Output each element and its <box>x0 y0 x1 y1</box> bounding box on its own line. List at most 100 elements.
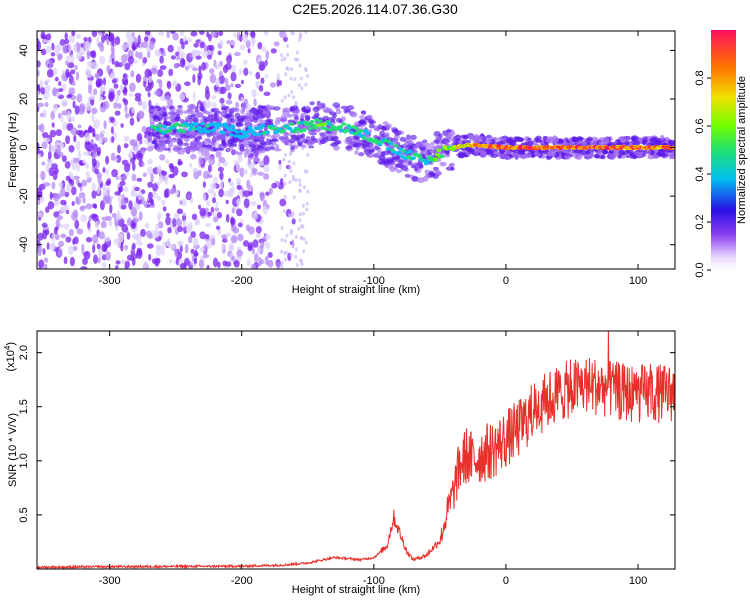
spectrogram-cell <box>117 103 122 109</box>
spectrogram-cell <box>298 218 302 223</box>
spectrogram-cell <box>87 126 94 133</box>
colorbar-label: Normalized spectral amplitude <box>736 76 748 224</box>
spectrogram-cell <box>489 149 494 156</box>
spectrogram-cell <box>182 211 186 217</box>
spectrogram-cell <box>177 105 183 109</box>
colorbar-ticks: 0.0 0.2 0.4 0.6 0.8 <box>694 70 711 278</box>
spectrogram-cell <box>190 104 195 110</box>
spectrogram-cell <box>252 132 258 137</box>
spectrogram-cell <box>61 99 68 107</box>
spectrogram-cell <box>158 31 165 36</box>
spectrogram-cell <box>455 138 461 142</box>
spectrogram-cell <box>148 254 152 261</box>
spectrogram-cell <box>260 77 265 84</box>
spectrogram-cell <box>79 103 86 113</box>
spectrogram-cell <box>192 91 196 101</box>
spectrogram-cell <box>41 222 48 228</box>
spectrogram-cell <box>293 144 299 149</box>
spectrogram-cell <box>226 119 232 125</box>
spectrogram-cell <box>181 41 185 50</box>
spectrogram-cell <box>535 139 543 143</box>
snr-frame <box>36 330 676 570</box>
spectrogram-cell <box>219 171 224 181</box>
spectrogram-cell <box>162 124 168 129</box>
spectrogram-cell <box>295 263 299 267</box>
spectrogram-cell <box>37 84 41 92</box>
spectrogram-cell <box>134 96 142 102</box>
spectrogram-cell <box>317 119 323 123</box>
spectrogram-cell <box>117 175 122 181</box>
spectrogram-cell <box>108 220 113 227</box>
spectrogram-cell <box>234 52 241 57</box>
spectrogram-cell <box>393 144 399 148</box>
spectrogram-cell <box>279 249 283 254</box>
spectrogram-cell <box>37 60 41 68</box>
spectrogram-cell <box>86 51 91 60</box>
spectrogram-cell <box>50 52 56 57</box>
spectrogram-cell <box>234 83 242 88</box>
spectrogram-cell <box>192 167 199 173</box>
spectrogram-cell <box>294 254 298 259</box>
spectrogram-cell <box>418 164 424 169</box>
spectrogram-cell <box>187 235 193 244</box>
spectrogram-cell <box>121 223 128 233</box>
spectrogram-cell <box>292 161 296 166</box>
spectrogram-cell <box>207 164 212 173</box>
spectrogram-cell <box>228 245 234 252</box>
spectrogram-cell <box>288 180 292 184</box>
spectrogram-cell <box>174 122 180 126</box>
spectrogram-cell <box>224 63 232 70</box>
spectrogram-cell <box>280 57 284 62</box>
spectrogram-cell <box>223 190 231 197</box>
spectrogram-cell <box>306 141 315 146</box>
spectrogram-cell <box>206 134 212 138</box>
spectrogram-cell <box>134 186 140 192</box>
spectrogram-cell <box>157 211 162 220</box>
spectrogram-cell <box>118 185 124 193</box>
spectrogram-cell <box>618 149 625 156</box>
spectrogram-cell <box>168 68 174 77</box>
spectrogram-cell <box>102 195 110 205</box>
spectrogram-cell <box>75 42 81 53</box>
spectrogram-cell <box>142 172 147 177</box>
spectrogram-cell <box>157 124 163 128</box>
spectrogram-cell <box>288 213 292 218</box>
spectrogram-cell <box>357 132 363 137</box>
spectrogram-cell <box>206 264 210 269</box>
spectrogram-cell <box>156 195 161 201</box>
spectrogram-cell <box>551 152 557 157</box>
spectrogram-cell <box>124 104 128 114</box>
spectrogram-x-tick-label: -100 <box>363 275 385 287</box>
spectrogram-cell <box>193 42 199 48</box>
spectrogram-cell <box>103 137 108 143</box>
spectrogram-cell <box>165 159 170 165</box>
spectrogram-cell <box>430 141 436 146</box>
spectrogram-cell <box>258 147 267 154</box>
spectrogram-cell <box>156 165 162 175</box>
spectrogram-cell <box>64 38 70 45</box>
spectrogram-cell <box>271 182 278 189</box>
spectrogram-cell <box>161 199 166 206</box>
spectrogram-cell <box>163 189 168 199</box>
spectrogram-cell <box>134 146 141 151</box>
spectrogram-cell <box>439 154 445 159</box>
spectrogram-cell <box>177 225 184 233</box>
spectrogram-cell <box>545 137 551 143</box>
spectrogram-cell <box>89 50 96 58</box>
spectrogram-cell <box>170 31 176 35</box>
spectrogram-cell <box>63 223 70 230</box>
spectrogram-cell <box>291 134 297 138</box>
spectrogram-cell <box>218 75 225 85</box>
spectrogram-cell <box>130 70 135 78</box>
spectrogram-cell <box>527 153 533 158</box>
spectrogram-cell <box>305 114 311 121</box>
spectrogram-cell <box>217 162 221 168</box>
spectrogram-cell <box>306 122 312 127</box>
spectrogram-cell <box>259 113 266 119</box>
spectrogram-cell <box>161 51 166 57</box>
spectrogram-cell <box>111 169 118 178</box>
spectrogram-cell <box>181 198 187 207</box>
spectrogram-cell <box>37 102 44 108</box>
spectrogram-cell <box>201 62 207 71</box>
